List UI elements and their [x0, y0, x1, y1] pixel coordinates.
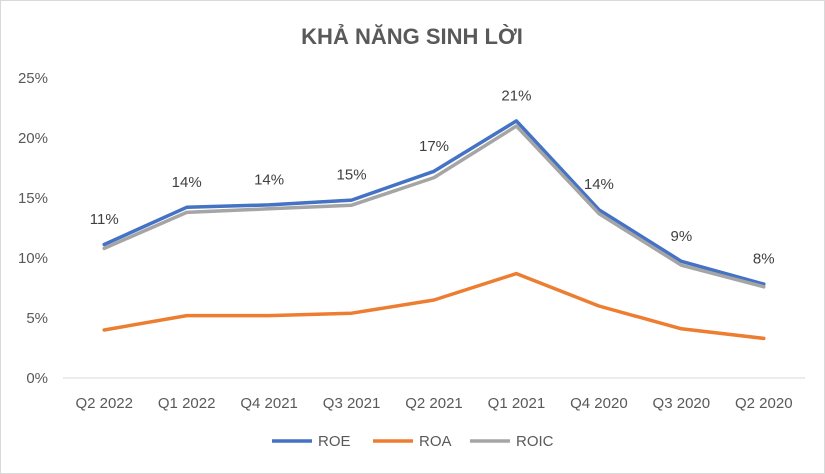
- legend-label-roe: ROE: [318, 433, 351, 450]
- y-tick-label: 15%: [18, 190, 48, 207]
- x-tick-label: Q4 2021: [240, 395, 298, 412]
- series-line-roe: [102, 119, 766, 286]
- data-labels: 11% 14% 14% 15% 17% 21% 14% 9% 8%: [90, 87, 775, 267]
- data-label-roe: 14%: [584, 176, 614, 193]
- chart-title: KHẢ NĂNG SINH LỜI: [301, 24, 523, 49]
- y-tick-label: 10%: [18, 250, 48, 267]
- x-tick-label: Q1 2021: [488, 395, 546, 412]
- x-tick-label: Q2 2022: [75, 395, 133, 412]
- legend-label-roic: ROIC: [516, 433, 554, 450]
- y-tick-label: 20%: [18, 130, 48, 147]
- data-label-roe: 11%: [90, 211, 119, 228]
- y-tick-label: 5%: [26, 310, 48, 327]
- x-tick-label: Q2 2021: [405, 395, 463, 412]
- y-tick-label: 0%: [26, 370, 48, 387]
- x-tick-label: Q3 2021: [323, 395, 381, 412]
- data-label-roe: 15%: [337, 167, 367, 184]
- data-label-roe: 9%: [670, 228, 692, 245]
- legend-label-roa: ROA: [419, 433, 452, 450]
- legend: ROE ROA ROIC: [272, 433, 554, 450]
- series-lines: [102, 119, 766, 341]
- x-tick-label: Q1 2022: [158, 395, 216, 412]
- data-label-roe: 21%: [501, 87, 531, 104]
- y-tick-label: 25%: [18, 70, 48, 87]
- data-label-roe: 14%: [172, 174, 202, 191]
- series-line-roa: [102, 271, 766, 341]
- x-axis-ticks: Q2 2022 Q1 2022 Q4 2021 Q3 2021 Q2 2021 Q1 20…: [75, 395, 792, 412]
- x-tick-label: Q2 2020: [735, 395, 793, 412]
- data-label-roe: 8%: [753, 251, 775, 268]
- x-tick-label: Q4 2020: [570, 395, 628, 412]
- data-label-roe: 14%: [254, 171, 284, 188]
- series-line-roic: [102, 124, 766, 289]
- data-label-roe: 17%: [419, 138, 449, 155]
- x-tick-label: Q3 2020: [653, 395, 711, 412]
- y-axis-ticks: 0% 5% 10% 15% 20% 25%: [18, 70, 48, 387]
